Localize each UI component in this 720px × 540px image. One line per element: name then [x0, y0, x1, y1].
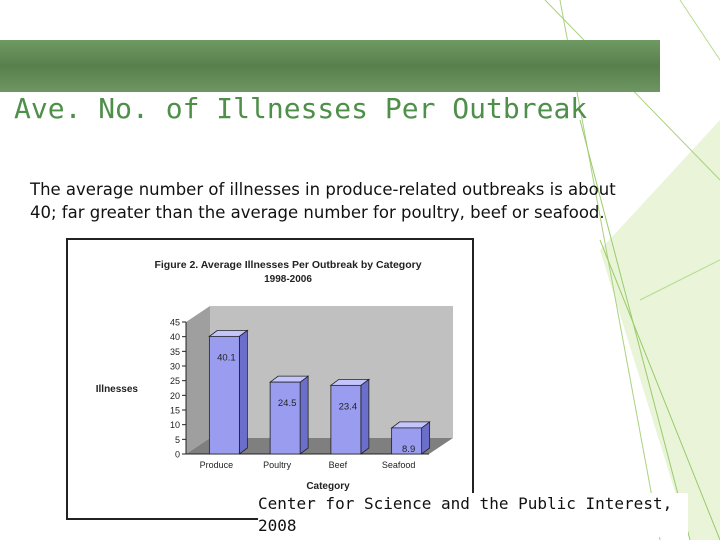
y-tick-label: 15	[170, 406, 180, 416]
bar-side	[299, 375, 309, 455]
chart-side-wall	[186, 306, 210, 454]
bar	[391, 427, 423, 455]
chart-figure: Figure 2. Average Illnesses Per Outbreak…	[66, 238, 474, 520]
x-tick-label: Beef	[329, 460, 348, 470]
y-axis-label: Illnesses	[96, 384, 139, 395]
x-tick-label: Produce	[200, 460, 234, 470]
slide-title: Ave. No. of Illnesses Per Outbreak	[14, 92, 588, 125]
data-label: 23.4	[339, 401, 358, 412]
green-wedge-shape	[600, 120, 720, 540]
bar	[208, 335, 240, 455]
bar-chart: Figure 2. Average Illnesses Per Outbreak…	[96, 259, 453, 492]
bar-side	[360, 378, 370, 455]
bar-side	[238, 329, 248, 455]
x-tick-label: Seafood	[382, 460, 416, 470]
source-line: 2008	[258, 516, 297, 535]
chart-subtitle: 1998-2006	[264, 274, 312, 285]
bar	[330, 384, 362, 455]
x-tick-label: Poultry	[263, 460, 292, 470]
y-tick-label: 10	[170, 420, 180, 430]
decorative-line	[579, 119, 691, 540]
decorative-line	[599, 239, 720, 540]
decorative-line	[639, 259, 720, 301]
data-label: 8.9	[402, 444, 415, 455]
x-axis-label: Category	[306, 481, 350, 492]
caption-box: The average number of illnesses in produ…	[30, 178, 636, 224]
y-tick-label: 25	[170, 376, 180, 386]
y-tick-label: 5	[175, 435, 180, 445]
y-tick-label: 35	[170, 347, 180, 357]
y-tick-label: 0	[175, 450, 180, 460]
caption-line: 40; far greater than the average number …	[30, 203, 605, 222]
y-tick-label: 45	[170, 318, 180, 328]
source-citation: Center for Science and the Public Intere…	[258, 493, 688, 537]
decorative-line	[679, 0, 720, 61]
caption-line: The average number of illnesses in produ…	[30, 180, 616, 199]
chart-floor	[186, 438, 453, 454]
bar	[269, 381, 301, 455]
header-banner	[0, 40, 660, 92]
data-label: 24.5	[278, 398, 297, 409]
y-tick-label: 40	[170, 332, 180, 342]
y-tick-label: 20	[170, 391, 180, 401]
source-line: Center for Science and the Public Intere…	[258, 494, 673, 513]
data-label: 40.1	[217, 352, 236, 363]
chart-title: Figure 2. Average Illnesses Per Outbreak…	[154, 259, 421, 271]
y-tick-label: 30	[170, 362, 180, 372]
